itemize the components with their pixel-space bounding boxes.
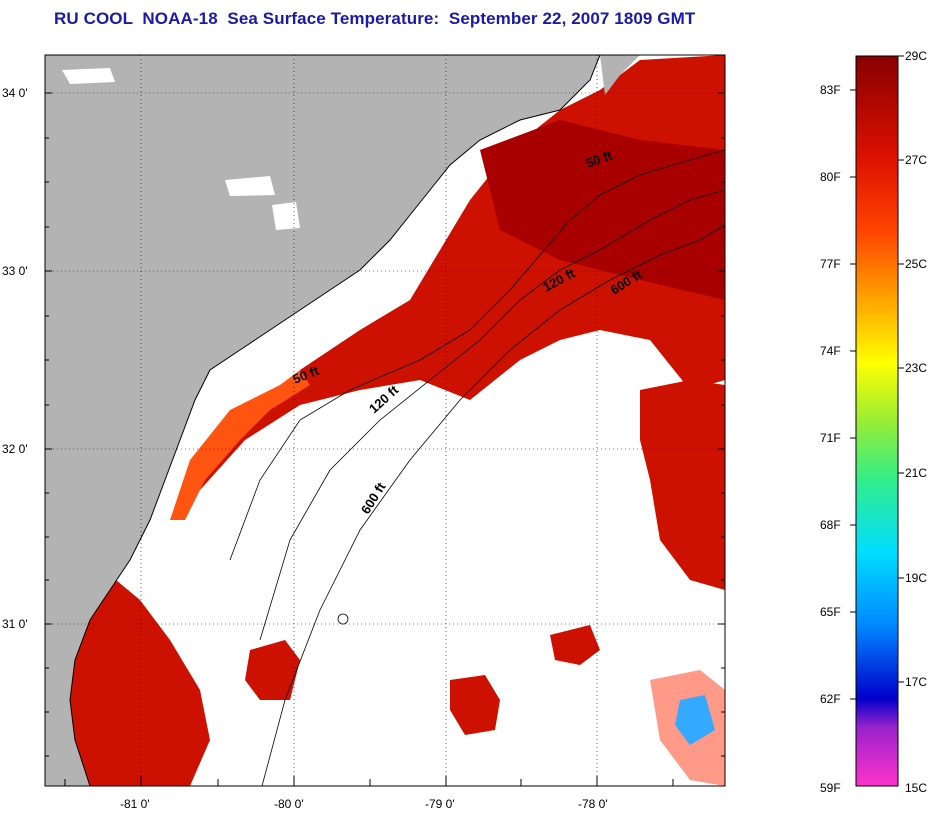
warm-water-deep xyxy=(480,120,725,300)
lon-label-78: -78 0' xyxy=(578,797,608,811)
contour-600ft-small xyxy=(337,613,349,625)
lon-label-81: -81 0' xyxy=(120,797,150,811)
cb-c-15: 15C xyxy=(905,781,927,795)
lon-ticks xyxy=(64,776,674,786)
lon-label-79: -79 0' xyxy=(425,797,455,811)
cb-c-23: 23C xyxy=(905,361,927,375)
grid-lines xyxy=(45,55,725,786)
warm-patch-central xyxy=(245,640,300,700)
lat-ticks xyxy=(45,92,725,757)
cool-spot-east xyxy=(675,695,715,745)
inland-cloud-3 xyxy=(272,202,300,230)
cb-f-65: 65F xyxy=(820,605,841,619)
lat-label-32: 32 0' xyxy=(2,442,28,456)
colorbar xyxy=(855,55,899,787)
lat-label-34: 34 0' xyxy=(2,86,28,100)
colorbar-ticks xyxy=(850,55,904,700)
cb-f-59: 59F xyxy=(820,781,841,795)
lat-label-33: 33 0' xyxy=(2,264,28,278)
contour-50ft xyxy=(229,149,725,561)
contour-600ft xyxy=(261,224,725,786)
cb-c-19: 19C xyxy=(905,571,927,585)
warm-eddy-east xyxy=(640,380,725,590)
cb-f-74: 74F xyxy=(820,344,841,358)
land-northeast xyxy=(600,55,640,95)
cb-f-71: 71F xyxy=(820,431,841,445)
cb-c-29: 29C xyxy=(905,49,927,63)
cb-c-21: 21C xyxy=(905,466,927,480)
warm-patch-mid xyxy=(550,625,600,665)
cb-f-62: 62F xyxy=(820,692,841,706)
lat-label-31: 31 0' xyxy=(2,617,28,631)
contour-120ft xyxy=(259,189,725,641)
coastline xyxy=(69,55,601,786)
cb-c-27: 27C xyxy=(905,153,927,167)
chart-title: RU COOL NOAA-18 Sea Surface Temperature:… xyxy=(54,9,696,28)
lon-label-80: -80 0' xyxy=(274,797,304,811)
cb-f-80: 80F xyxy=(820,170,841,184)
cb-c-25: 25C xyxy=(905,257,927,271)
map-frame xyxy=(44,54,726,787)
land-mass xyxy=(45,55,600,786)
cb-f-77: 77F xyxy=(820,257,841,271)
warm-patch-south-central xyxy=(450,675,500,735)
inland-cloud-2 xyxy=(225,176,275,196)
inland-cloud-1 xyxy=(62,68,115,84)
cb-f-68: 68F xyxy=(820,518,841,532)
cb-c-17: 17C xyxy=(905,675,927,689)
orange-nearshore xyxy=(170,370,310,520)
cb-f-83: 83F xyxy=(820,83,841,97)
